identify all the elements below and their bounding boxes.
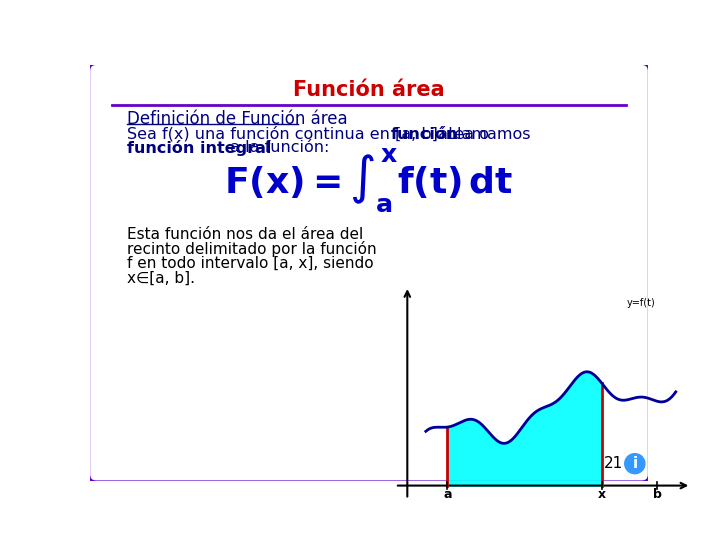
Text: a: a	[444, 488, 451, 501]
Text: Sea f(x) una función continua en [a, b]. Llamamos: Sea f(x) una función continua en [a, b].…	[127, 126, 536, 142]
Text: función integral: función integral	[127, 140, 271, 156]
Text: 21: 21	[604, 456, 624, 471]
Text: i: i	[632, 456, 637, 471]
Text: Función área: Función área	[293, 80, 445, 100]
Text: b: b	[653, 488, 662, 501]
Text: f en todo intervalo [a, x], siendo: f en todo intervalo [a, x], siendo	[127, 256, 374, 271]
Text: función: función	[391, 126, 458, 141]
Text: x∈[a, b].: x∈[a, b].	[127, 271, 195, 286]
Text: y=f(t): y=f(t)	[626, 298, 655, 308]
Circle shape	[625, 454, 645, 474]
Text: x: x	[598, 488, 606, 501]
Text: recinto delimitado por la función: recinto delimitado por la función	[127, 241, 377, 257]
Text: Definición de Función área: Definición de Función área	[127, 110, 348, 127]
Text: a la función:: a la función:	[225, 140, 329, 156]
Text: $\mathbf{F(x) = \int_a^x f(t)\, dt}$: $\mathbf{F(x) = \int_a^x f(t)\, dt}$	[225, 147, 513, 214]
FancyBboxPatch shape	[89, 63, 649, 482]
Text: área o: área o	[433, 126, 490, 141]
Text: Esta función nos da el área del: Esta función nos da el área del	[127, 227, 364, 242]
